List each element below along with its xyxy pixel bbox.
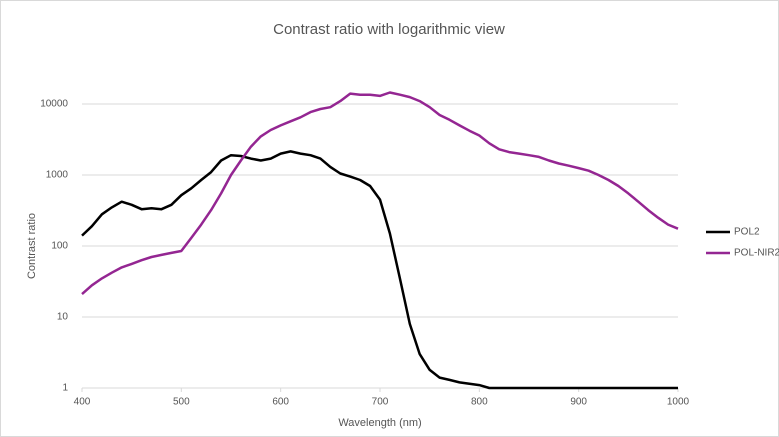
data-line bbox=[81, 150, 678, 390]
legend-label: POL-NIR2 bbox=[734, 248, 779, 259]
x-tick-label: 700 bbox=[372, 397, 389, 408]
x-tick-label: 400 bbox=[74, 397, 91, 408]
chart-title: Contrast ratio with logarithmic view bbox=[273, 21, 505, 38]
y-tick-label: 10 bbox=[57, 312, 69, 323]
x-tick-label: 1000 bbox=[667, 397, 690, 408]
y-tick-label: 1000 bbox=[46, 170, 69, 181]
x-tick-label: 800 bbox=[471, 397, 488, 408]
x-tick-label: 600 bbox=[272, 397, 289, 408]
y-axis-label: Contrast ratio bbox=[26, 213, 38, 279]
y-tick-label: 100 bbox=[51, 241, 68, 252]
y-tick-label: 10000 bbox=[40, 99, 68, 110]
x-tick-label: 900 bbox=[570, 397, 587, 408]
data-line bbox=[81, 91, 679, 296]
legend-label: POL2 bbox=[734, 227, 760, 238]
x-axis-label: Wavelength (nm) bbox=[338, 417, 421, 429]
y-tick-label: 1 bbox=[62, 383, 68, 394]
x-tick-label: 500 bbox=[173, 397, 190, 408]
